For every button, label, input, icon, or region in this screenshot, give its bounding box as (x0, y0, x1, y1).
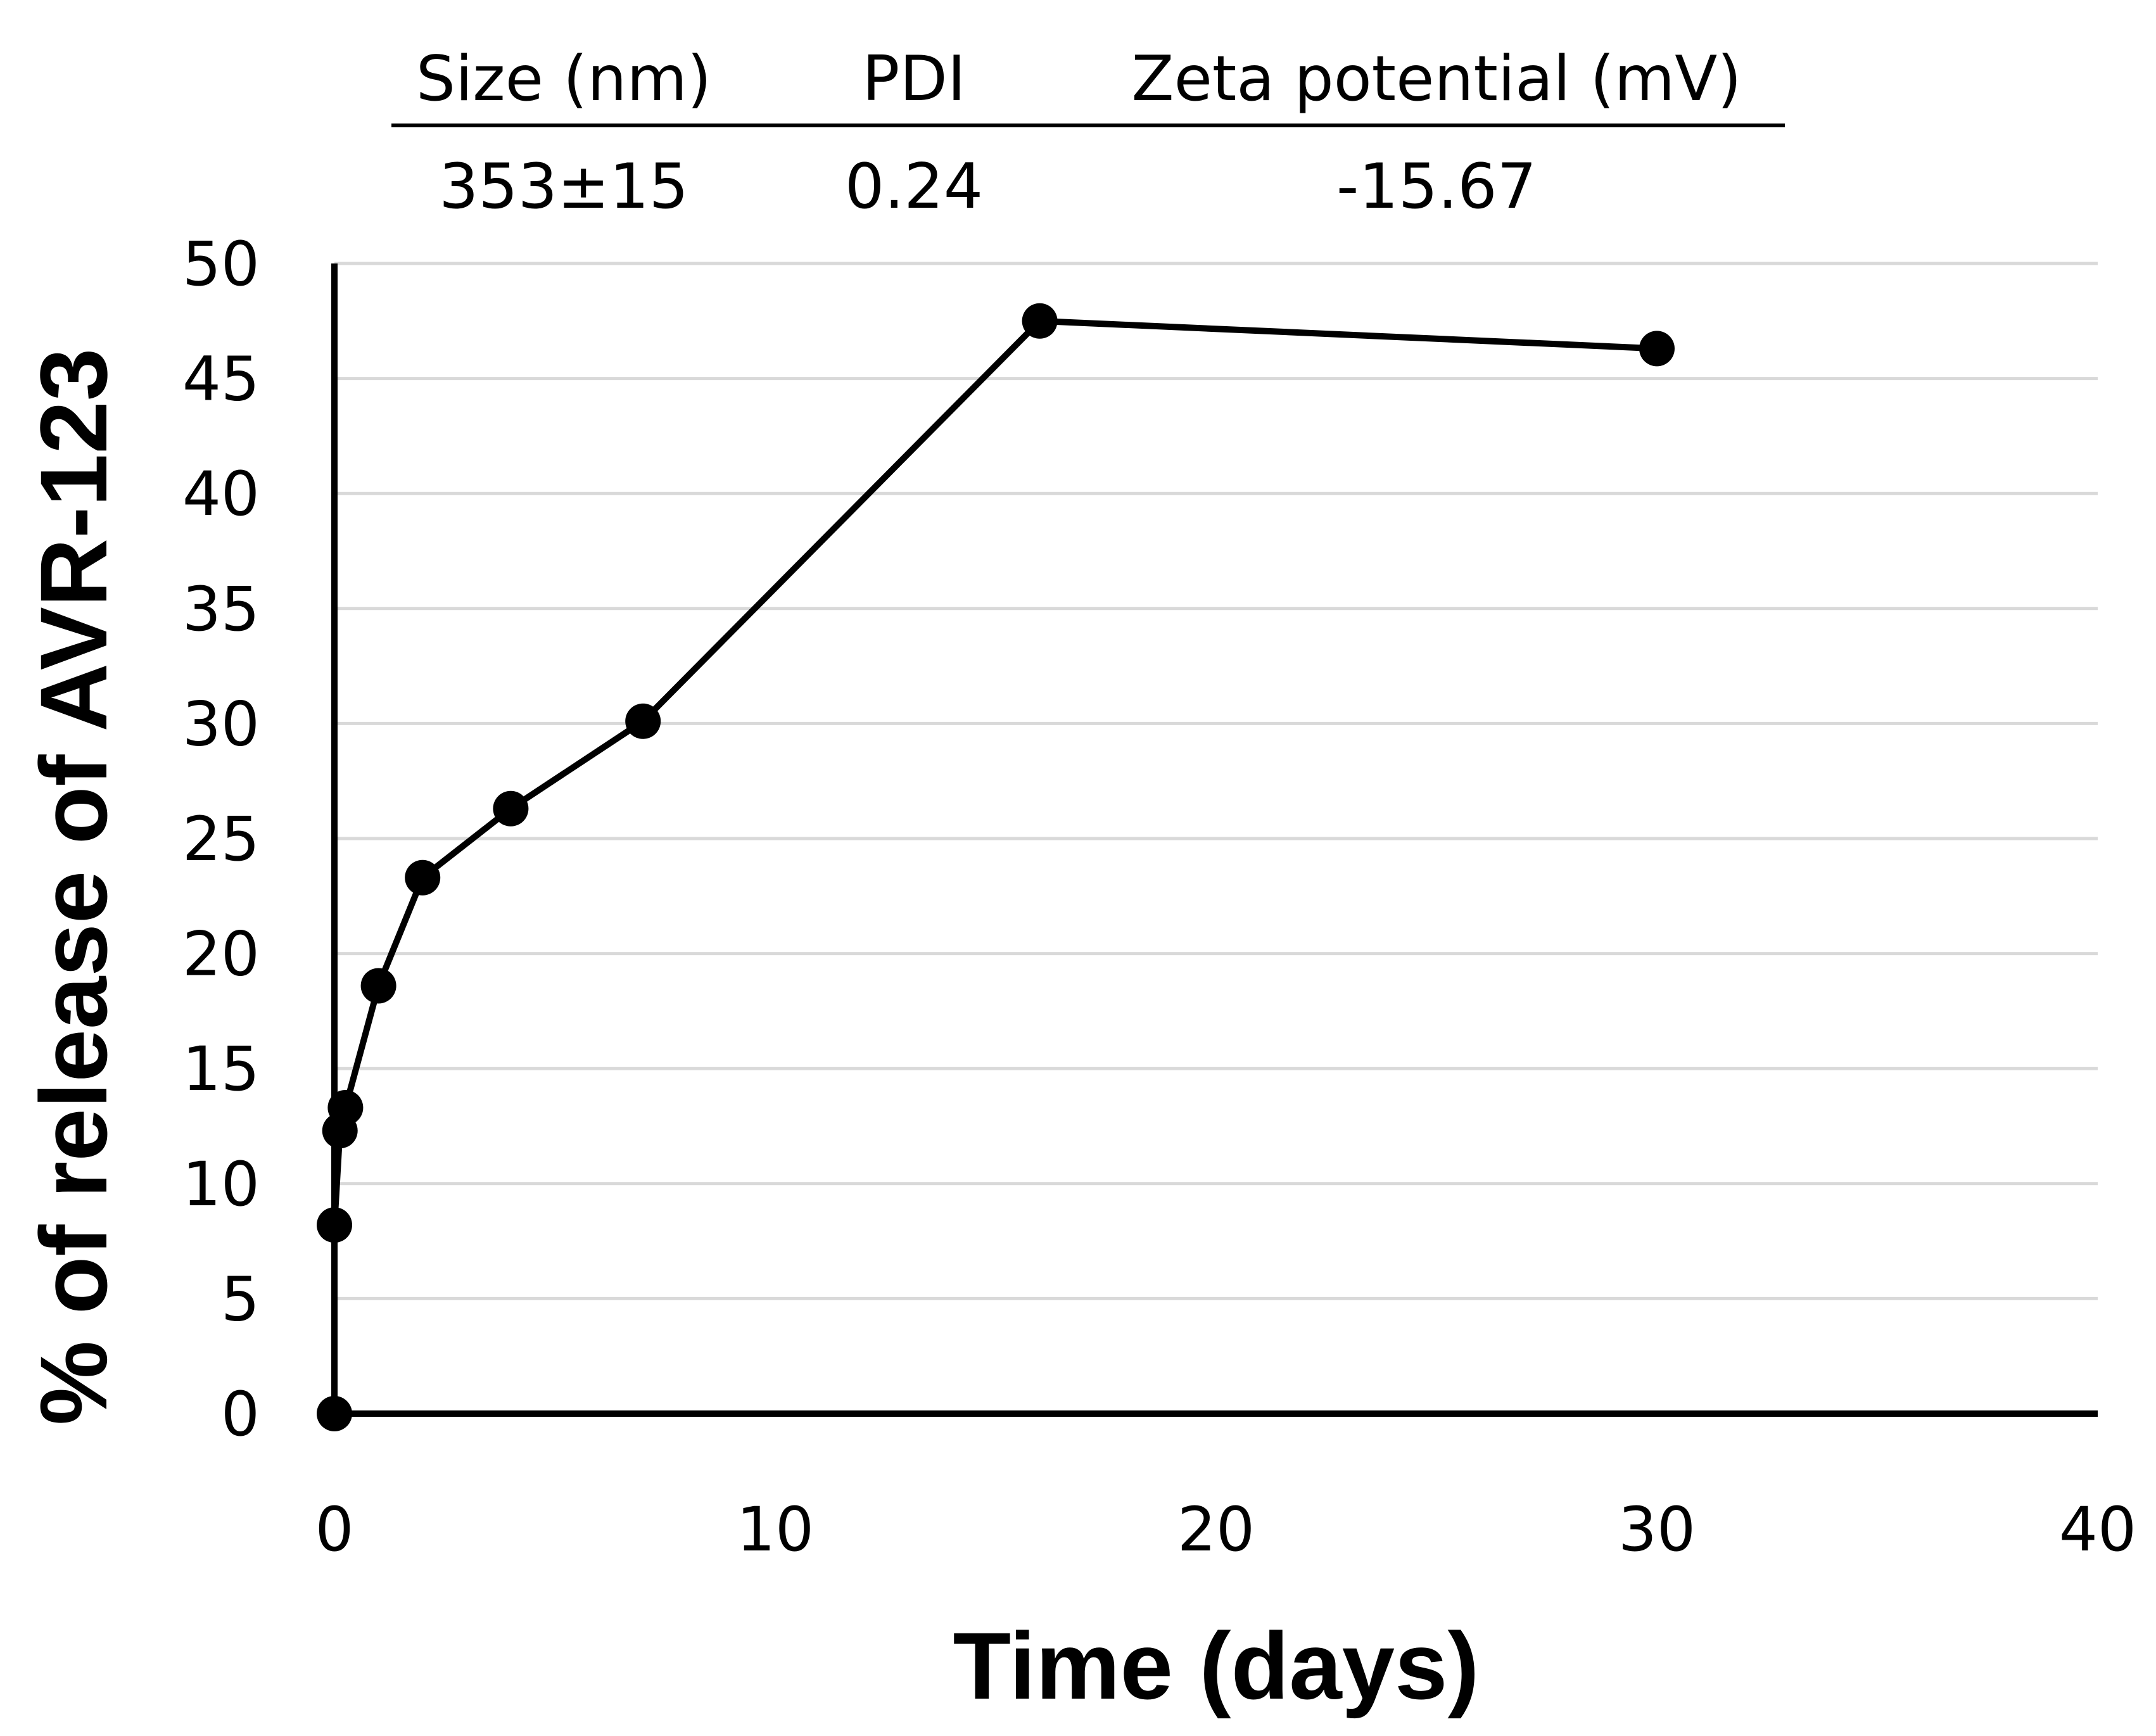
y-tick-label: 10 (182, 1149, 260, 1220)
x-tick-label: 10 (737, 1494, 814, 1565)
table-header-zeta: Zeta potential (mV) (1131, 43, 1741, 115)
data-point (317, 1207, 352, 1243)
series-line (331, 317, 1658, 1414)
data-point (625, 703, 661, 739)
y-tick-label: 35 (182, 574, 260, 645)
data-point (405, 859, 441, 896)
x-tick-label: 20 (1177, 1494, 1255, 1565)
data-point (1639, 331, 1675, 367)
x-axis-title: Time (days) (953, 1612, 1480, 1719)
y-tick-label: 50 (182, 229, 260, 300)
table-value-pdi: 0.24 (845, 151, 983, 223)
properties-table: Size (nm) PDI Zeta potential (mV) 353±15… (391, 43, 1785, 223)
x-tick-labels: 0 10 20 30 40 (315, 1494, 2136, 1565)
data-point (327, 1089, 364, 1125)
data-point (1022, 303, 1058, 339)
x-tick-label: 40 (2059, 1494, 2136, 1565)
table-header-size: Size (nm) (416, 43, 711, 115)
y-tick-label: 40 (182, 459, 260, 529)
table-header-pdi: PDI (862, 43, 965, 115)
y-tick-label: 15 (182, 1034, 260, 1105)
y-tick-label: 5 (221, 1264, 260, 1334)
table-value-zeta: -15.67 (1336, 151, 1537, 223)
gridlines (334, 262, 2098, 1300)
y-axis-title: % of release of AVR-123 (20, 348, 127, 1426)
data-point (360, 968, 396, 1004)
data-point (493, 790, 529, 827)
data-point (317, 1396, 352, 1431)
y-tick-label: 30 (182, 688, 260, 759)
x-tick-label: 30 (1618, 1494, 1696, 1565)
y-tick-label: 20 (182, 919, 260, 990)
y-tick-label: 0 (221, 1379, 260, 1450)
y-tick-labels: 0 5 10 15 20 25 30 35 40 45 50 (182, 229, 260, 1450)
table-value-size: 353±15 (439, 151, 688, 223)
data-points (317, 303, 1675, 1431)
y-tick-label: 45 (182, 344, 260, 415)
x-tick-label: 0 (315, 1494, 353, 1565)
y-tick-label: 25 (182, 804, 260, 875)
